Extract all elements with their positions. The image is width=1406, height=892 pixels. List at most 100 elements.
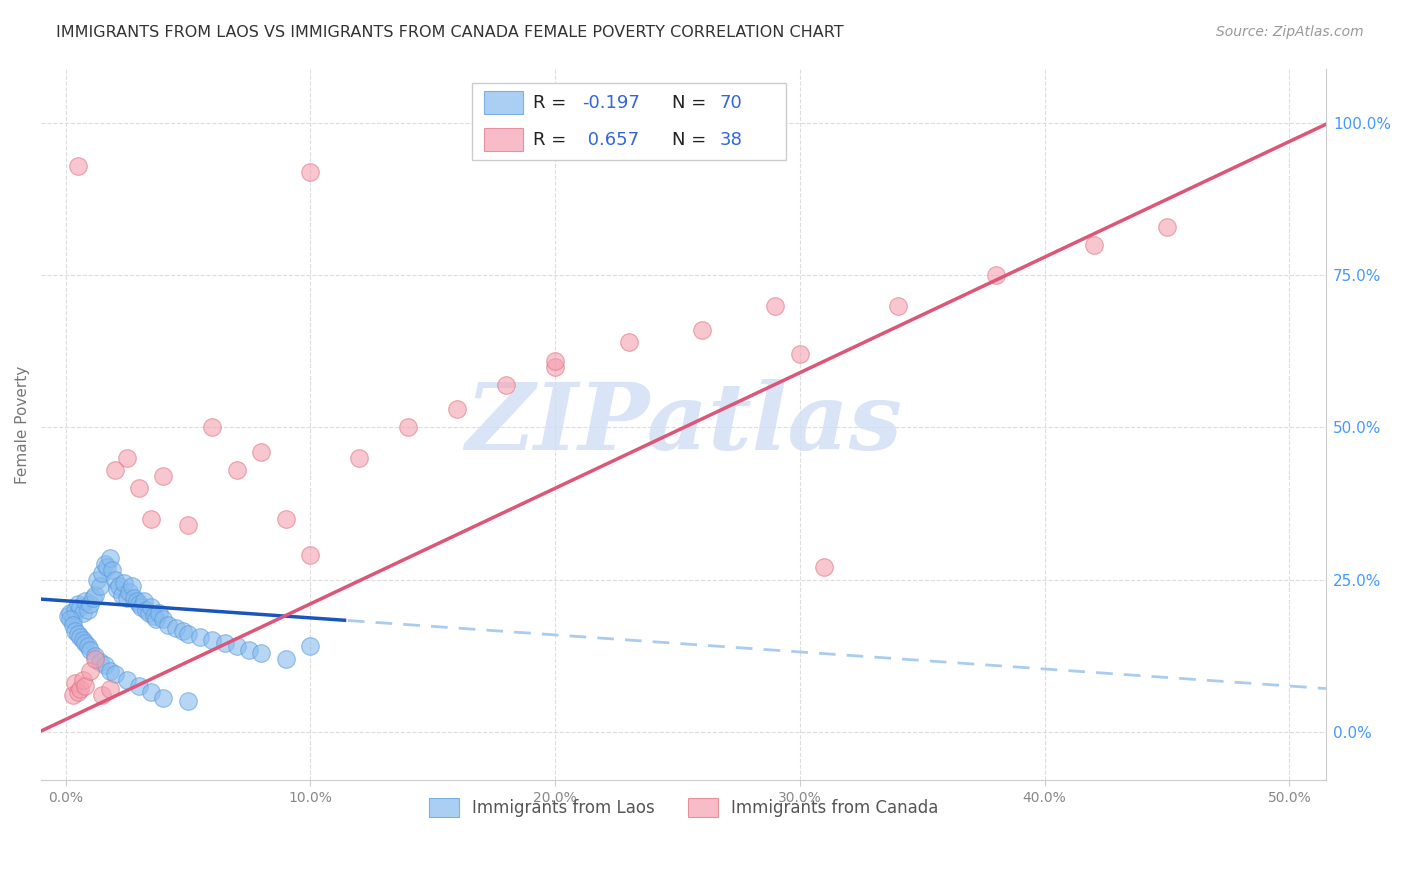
Point <box>89 655 111 669</box>
Point <box>115 673 138 687</box>
Point <box>1083 238 1105 252</box>
Text: R =: R = <box>533 94 572 112</box>
Point <box>188 631 211 645</box>
Point <box>103 463 125 477</box>
Point <box>93 657 115 672</box>
Point <box>148 606 170 620</box>
Point <box>250 444 273 458</box>
Text: N =: N = <box>672 130 711 149</box>
Point <box>93 558 115 572</box>
Point <box>121 579 143 593</box>
Point <box>75 594 97 608</box>
Point <box>79 642 101 657</box>
Point <box>98 664 121 678</box>
Point <box>59 612 82 626</box>
Point <box>299 165 322 179</box>
Point <box>89 579 111 593</box>
Point <box>544 353 567 368</box>
Point <box>177 694 200 708</box>
Point <box>201 420 224 434</box>
Point <box>1156 219 1178 234</box>
Point <box>91 566 114 581</box>
Point <box>495 377 517 392</box>
Point <box>66 597 89 611</box>
Point <box>72 606 94 620</box>
Point <box>274 651 297 665</box>
Legend: Immigrants from Laos, Immigrants from Canada: Immigrants from Laos, Immigrants from Ca… <box>420 789 948 825</box>
Point <box>115 450 138 465</box>
Point <box>128 679 150 693</box>
Point <box>86 573 108 587</box>
Point <box>69 631 91 645</box>
Point <box>141 599 163 614</box>
Text: 70: 70 <box>720 94 742 112</box>
Point <box>101 563 124 577</box>
Point <box>165 621 187 635</box>
Point <box>122 591 145 605</box>
Point <box>142 609 165 624</box>
Point <box>75 679 97 693</box>
Point <box>69 599 91 614</box>
Point <box>103 666 125 681</box>
Point <box>138 606 160 620</box>
Point <box>56 609 79 624</box>
Point <box>128 481 150 495</box>
Point <box>299 640 322 654</box>
Text: N =: N = <box>672 94 711 112</box>
Point <box>108 579 131 593</box>
Point <box>79 597 101 611</box>
Point <box>65 676 87 690</box>
Point <box>544 359 567 374</box>
Point <box>813 560 835 574</box>
Point <box>75 636 97 650</box>
Point <box>65 624 87 639</box>
Point <box>125 594 148 608</box>
Point <box>984 268 1007 283</box>
Point <box>157 618 180 632</box>
Point <box>274 512 297 526</box>
Point <box>111 588 134 602</box>
Point <box>145 612 167 626</box>
Bar <box>485 91 523 114</box>
Text: -0.197: -0.197 <box>582 94 640 112</box>
Point <box>112 575 135 590</box>
Point <box>98 551 121 566</box>
Point <box>76 603 98 617</box>
Point <box>84 588 107 602</box>
Point <box>115 591 138 605</box>
Point <box>69 681 91 696</box>
Point <box>226 640 249 654</box>
Point <box>177 627 200 641</box>
Point <box>152 691 174 706</box>
Point <box>62 618 84 632</box>
Point <box>172 624 194 639</box>
Text: R =: R = <box>533 130 572 149</box>
Point <box>82 591 104 605</box>
Point <box>141 512 163 526</box>
Point <box>62 688 84 702</box>
Text: 0.657: 0.657 <box>582 130 640 149</box>
Point <box>132 594 155 608</box>
Point <box>763 299 786 313</box>
Text: IMMIGRANTS FROM LAOS VS IMMIGRANTS FROM CANADA FEMALE POVERTY CORRELATION CHART: IMMIGRANTS FROM LAOS VS IMMIGRANTS FROM … <box>56 25 844 40</box>
Point <box>349 450 371 465</box>
Point <box>250 646 273 660</box>
Point <box>105 582 128 596</box>
Point <box>66 159 89 173</box>
Point <box>103 573 125 587</box>
Point <box>214 636 236 650</box>
Point <box>66 627 89 641</box>
Point <box>131 599 153 614</box>
Point <box>84 651 107 665</box>
Bar <box>471 83 786 160</box>
Point <box>177 517 200 532</box>
Point <box>446 402 468 417</box>
Point <box>128 597 150 611</box>
Point <box>299 548 322 562</box>
Point <box>152 612 174 626</box>
Text: 38: 38 <box>720 130 742 149</box>
Point <box>72 673 94 687</box>
Point <box>396 420 419 434</box>
Point <box>226 463 249 477</box>
Text: ZIPatlas: ZIPatlas <box>465 379 903 469</box>
